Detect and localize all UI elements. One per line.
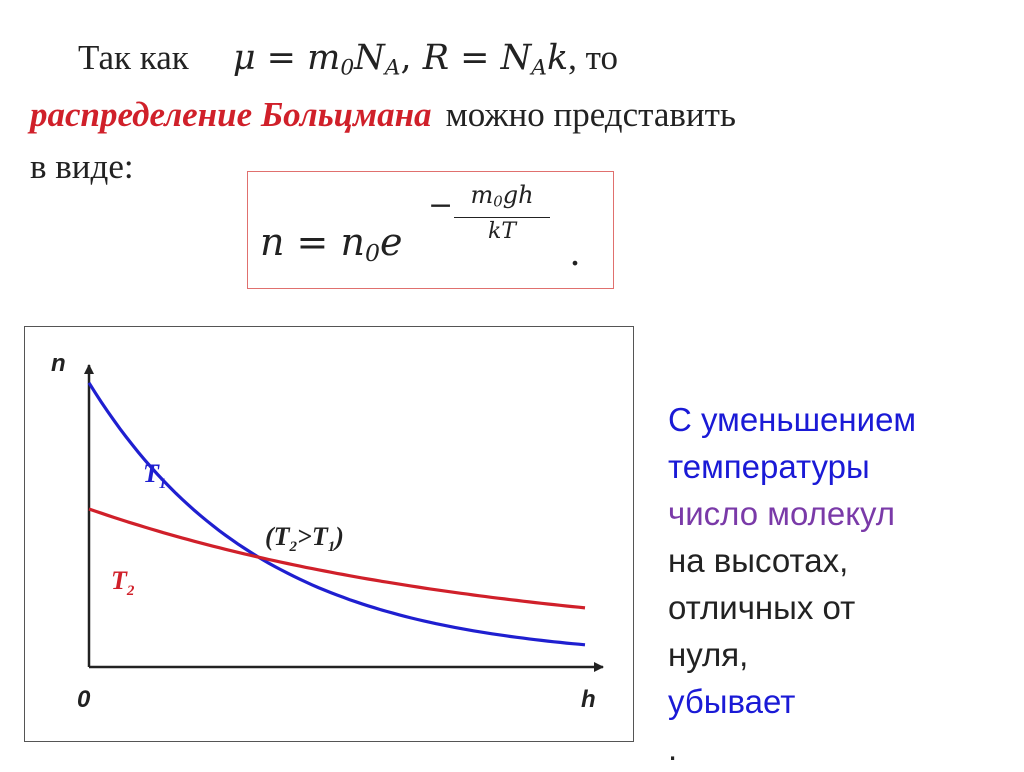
boltzmann-line: распределение Больцмана можно представить [30,95,736,135]
boltzmann-chart: n h 0 T1 T2 (T2>T1) [51,350,604,713]
temperature-annotation: (T2>T1) [265,522,344,555]
caption-decreases: убывает [668,683,796,720]
caption-line-3: число молекул [668,495,896,532]
intro-prefix: Так как [78,38,189,77]
mu-equation: μ = m0NA, R = NAk [232,38,569,81]
caption-line-1: С уменьшением [668,401,917,438]
series-line-t2 [88,507,586,610]
series-label-t2: T2 [111,566,135,599]
form-line: в виде: [30,147,134,186]
origin-label: 0 [77,686,91,713]
caption-line-5: отличных от [668,589,856,626]
formula-period: . [570,229,580,274]
boltzmann-highlight: распределение Больцмана [30,95,432,134]
caption-line-2: температуры [668,448,870,485]
exponent-fraction: m0gh kT [454,180,550,246]
caption-line-4: на высотах, [668,542,849,579]
x-axis-label: h [581,686,596,713]
caption-text: С уменьшением температуры число молекул … [668,396,916,772]
formula-box: n = n0e − m0gh kT . [247,171,614,289]
y-axis-label: n [51,350,66,377]
caption-line-6: нуля, убывает. [668,631,916,772]
chart-frame: n h 0 T1 T2 (T2>T1) [24,326,634,742]
boltzmann-rest: можно представить [445,95,736,134]
series-line-t1 [87,381,586,647]
intro-suffix: , то [568,38,618,77]
series-label-t1: T1 [143,459,166,492]
intro-line: Так как μ = m0NA, R = NAk, то [78,38,618,80]
formula-lhs: n = n0e [260,220,403,267]
